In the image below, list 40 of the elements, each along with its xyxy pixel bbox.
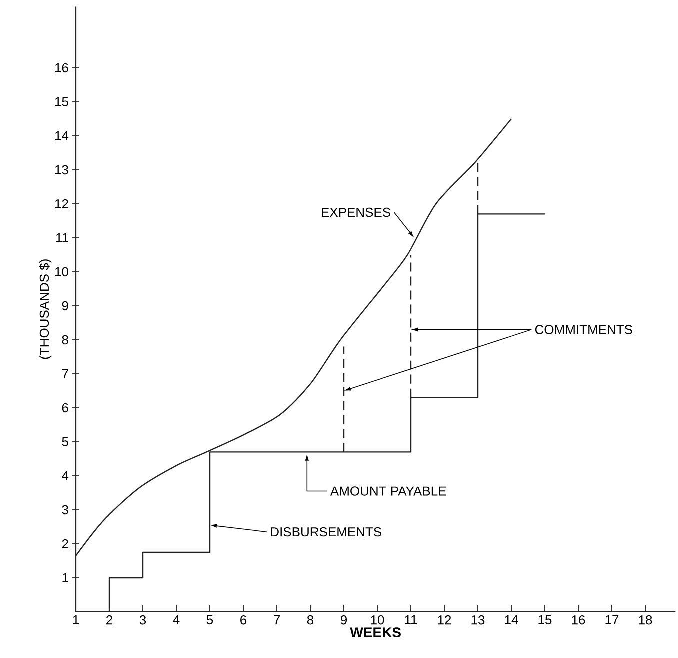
y-tick-label: 12 xyxy=(56,199,68,209)
x-tick-label: 2 xyxy=(106,616,112,625)
y-tick-label: 14 xyxy=(56,132,69,140)
annotation: DISBURSEMENTS xyxy=(271,527,382,537)
y-tick-label: 7 xyxy=(62,370,68,378)
annotation: COMMITMENTS xyxy=(535,325,632,334)
y-tick-label: 6 xyxy=(62,403,68,413)
y-tick-label: 4 xyxy=(62,472,69,480)
y-tick-label: 1 xyxy=(62,574,68,582)
y-tick-label: 16 xyxy=(56,63,68,73)
annotation: AMOUNT PAYABLE xyxy=(330,486,446,496)
x-tick-label: 12 xyxy=(438,616,452,625)
x-tick-label: 6 xyxy=(240,616,247,625)
y-tick-label: 3 xyxy=(62,505,68,515)
y-tick-label: 11 xyxy=(56,234,68,242)
x-tick-label: 16 xyxy=(572,616,586,625)
x-tick-label: 4 xyxy=(173,616,180,624)
x-tick-label: 8 xyxy=(307,616,314,625)
x-tick-label: 9 xyxy=(341,616,348,625)
x-tick-label: 10 xyxy=(371,616,384,625)
x-tick-label: 1 xyxy=(73,616,79,624)
y-tick-label: 5 xyxy=(62,437,68,447)
x-tick-label: 15 xyxy=(538,616,552,625)
x-tick-label: 18 xyxy=(639,616,652,625)
y-tick-label: 8 xyxy=(62,335,68,345)
x-tick-label: 7 xyxy=(274,616,280,624)
x-axis-title: WEEKS xyxy=(350,628,401,638)
x-tick-label: 11 xyxy=(405,616,418,624)
y-tick-label: 15 xyxy=(56,97,68,107)
x-tick-label: 13 xyxy=(472,616,485,625)
y-tick-label: 13 xyxy=(56,165,68,175)
y-tick-label: 2 xyxy=(62,539,68,549)
x-tick-label: 3 xyxy=(140,616,146,625)
x-tick-label: 17 xyxy=(606,616,619,624)
y-axis-title: (THOUSANDS $) xyxy=(39,260,52,360)
y-tick-label: 9 xyxy=(62,301,68,311)
annotation: EXPENSES xyxy=(322,208,390,218)
y-tick-label: 10 xyxy=(56,267,68,277)
x-tick-label: 14 xyxy=(505,616,518,624)
x-tick-label: 5 xyxy=(206,616,214,625)
